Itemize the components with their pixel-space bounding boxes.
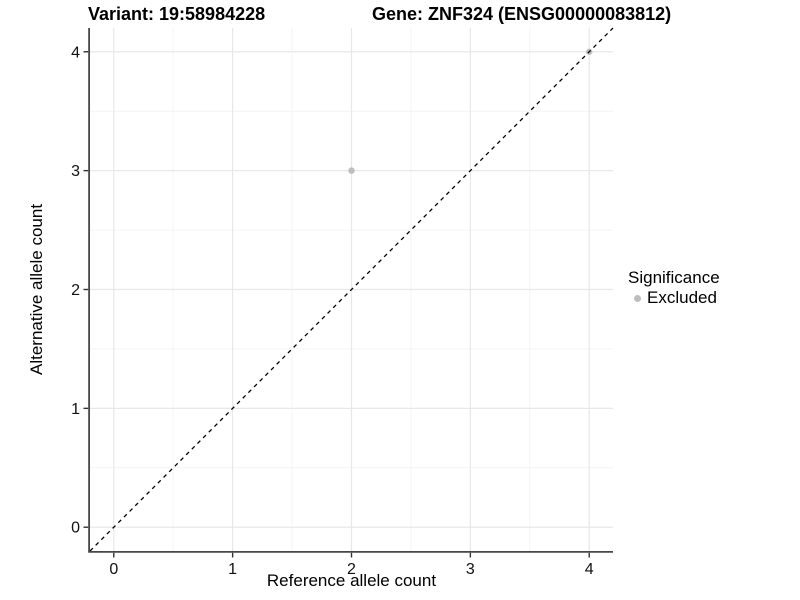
x-axis-label: Reference allele count bbox=[266, 571, 437, 590]
identity-line bbox=[89, 27, 614, 552]
y-tick-label: 3 bbox=[71, 163, 80, 180]
data-point bbox=[348, 167, 355, 174]
chart-title-gene: Gene: ZNF324 (ENSG00000083812) bbox=[372, 4, 672, 24]
legend-title: Significance bbox=[628, 268, 720, 287]
x-tick-label: 0 bbox=[109, 561, 118, 578]
y-axis-label: Alternative allele count bbox=[27, 203, 46, 376]
y-tick-label: 1 bbox=[71, 401, 80, 418]
legend-dot-icon bbox=[634, 294, 641, 302]
legend-item-excluded: Excluded bbox=[628, 288, 720, 308]
x-tick-label: 2 bbox=[347, 561, 356, 578]
x-tick-label: 4 bbox=[585, 561, 594, 578]
y-tick-label: 4 bbox=[71, 44, 80, 61]
x-tick-label: 3 bbox=[466, 561, 475, 578]
chart-title-variant: Variant: 19:58984228 bbox=[88, 4, 266, 24]
legend-item-label: Excluded bbox=[647, 288, 717, 307]
y-tick-label: 2 bbox=[71, 282, 80, 299]
legend: Significance Excluded bbox=[628, 268, 720, 308]
y-tick-label: 0 bbox=[71, 520, 80, 537]
x-tick-label: 1 bbox=[228, 561, 237, 578]
